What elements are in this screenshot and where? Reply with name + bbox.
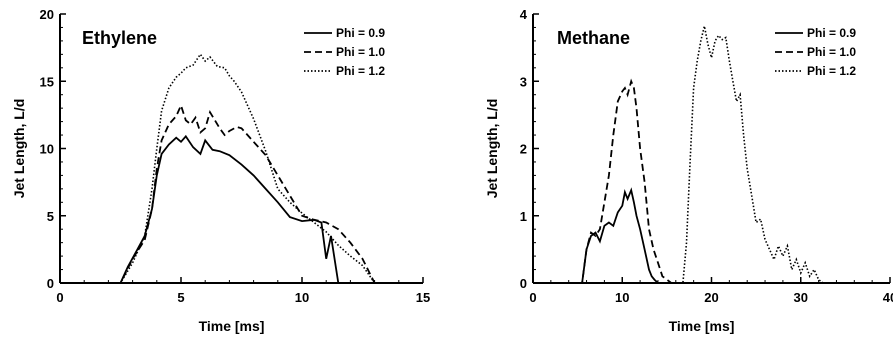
legend-label: Phi = 0.9 <box>807 26 856 40</box>
x-axis-title: Time [ms] <box>199 318 265 334</box>
x-tick-label: 20 <box>704 290 718 305</box>
y-tick-label: 0 <box>47 276 54 291</box>
series-line-dashed <box>533 78 890 283</box>
y-axis-title: Jet Length, L/d <box>484 99 500 199</box>
y-tick-label: 0 <box>520 276 527 291</box>
x-axis-title: Time [ms] <box>669 318 735 334</box>
y-tick-label: 5 <box>47 209 54 224</box>
x-tick-label: 0 <box>56 290 63 305</box>
x-tick-label: 0 <box>529 290 536 305</box>
x-tick-label: 5 <box>177 290 184 305</box>
y-tick-label: 15 <box>40 74 54 89</box>
y-tick-label: 3 <box>520 74 527 89</box>
chart-title: Methane <box>557 28 630 48</box>
y-axis-title: Jet Length, L/d <box>11 99 27 199</box>
series-line-solid <box>533 187 890 283</box>
chart-title: Ethylene <box>82 28 157 48</box>
x-tick-label: 40 <box>883 290 893 305</box>
y-tick-label: 4 <box>520 7 528 22</box>
legend-label: Phi = 1.0 <box>336 45 385 59</box>
ethylene-chart: 0 5 10 15 20 0 5 10 15 Time [ms] Jet Length, L/d Et… <box>11 7 430 334</box>
y-tick-label: 1 <box>520 209 527 224</box>
x-tick-label: 30 <box>794 290 808 305</box>
x-tick-label: 10 <box>615 290 629 305</box>
legend-label: Phi = 1.0 <box>807 45 856 59</box>
legend-label: Phi = 1.2 <box>336 64 385 78</box>
y-tick-label: 10 <box>40 142 54 157</box>
series-line-dashed <box>60 102 423 283</box>
legend-label: Phi = 1.2 <box>807 64 856 78</box>
y-tick-label: 2 <box>520 142 527 157</box>
series-line-dotted <box>60 52 423 283</box>
x-tick-label: 15 <box>416 290 430 305</box>
series-line-solid <box>60 134 423 283</box>
x-tick-label: 10 <box>295 290 309 305</box>
methane-chart: 01234010203040Time [ms]Jet Length, L/dMe… <box>484 7 893 334</box>
legend-label: Phi = 0.9 <box>336 26 385 40</box>
y-tick-label: 20 <box>40 7 54 22</box>
